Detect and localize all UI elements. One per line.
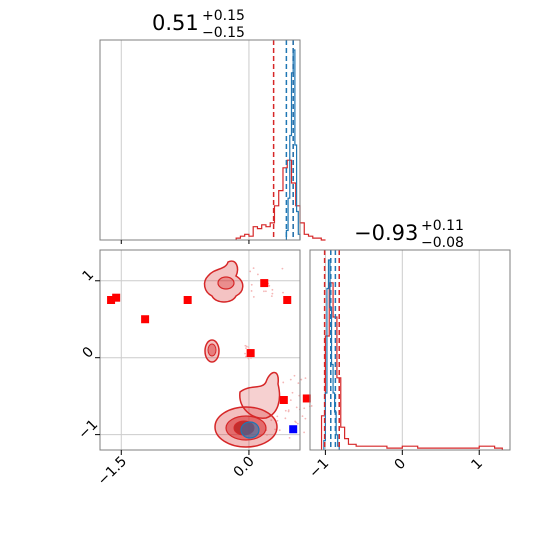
bl-sample-dot — [278, 429, 281, 432]
bl-sample-dot — [289, 378, 292, 381]
br-x-tick-label: 0 — [392, 456, 410, 474]
bl-sample-dot — [310, 405, 313, 407]
bl-sample-dot — [284, 409, 287, 412]
bl-y-tick-label: 0 — [80, 344, 98, 362]
bl-sample-dot — [244, 352, 246, 355]
bl-contour-upper — [203, 260, 244, 303]
bl-sample-dot — [282, 381, 285, 384]
bl-sample-dot — [288, 437, 291, 439]
bl-sample-dot — [287, 410, 290, 413]
bl-sample-dot — [304, 377, 307, 379]
bl-sample-dot — [245, 347, 247, 350]
bl-sample-dot — [293, 374, 296, 377]
bl-contour-upper-inner — [217, 276, 235, 290]
bl-sample-dot — [247, 357, 250, 360]
br-blue-histogram — [323, 259, 340, 450]
bl-red-square-marker — [112, 293, 121, 302]
bl-sample-dot — [250, 283, 253, 286]
bl-sample-dot — [297, 382, 300, 385]
bl-sample-dot — [250, 290, 253, 292]
top-left-title: 0.51 +0.15 −0.15 — [152, 8, 245, 41]
bl-sample-dot — [252, 267, 255, 270]
br-x-tick-label: 1 — [468, 456, 486, 474]
bottom-left-2d-panel: −1.5 0.0 −1 0 1 — [75, 249, 313, 489]
title-left-main: 0.51 — [152, 11, 199, 35]
bl-sample-dot — [295, 421, 297, 424]
tl-red-histogram — [235, 159, 326, 241]
bl-sample-dot — [291, 391, 294, 394]
br-x-tick-label: −1 — [306, 456, 332, 482]
bl-frame — [99, 249, 301, 451]
bl-sample-dot — [247, 346, 250, 349]
bl-sample-dot — [276, 419, 279, 422]
bl-sample-dot — [295, 406, 298, 409]
bl-sample-dot — [289, 399, 292, 402]
bl-sample-dot — [301, 415, 304, 418]
bl-y-tick-label: 1 — [80, 267, 98, 285]
bl-sample-dot — [284, 417, 287, 420]
bl-sample-dot — [245, 345, 248, 348]
bl-sample-dot — [276, 415, 279, 418]
title-left-sub: −0.15 — [202, 25, 245, 41]
bl-sample-dot — [303, 407, 306, 410]
bl-sample-dot — [296, 422, 299, 425]
bl-sample-dot — [271, 292, 274, 295]
title-right-sup: +0.11 — [421, 218, 464, 234]
bl-sample-dot — [304, 417, 307, 420]
bl-sample-dot — [249, 270, 252, 273]
bl-sample-dot — [287, 409, 290, 411]
title-left-sup: +0.15 — [202, 8, 245, 24]
bl-sample-dot — [270, 295, 273, 298]
bl-sample-dot — [274, 428, 277, 431]
bl-sample-dot — [250, 357, 252, 359]
bottom-right-histogram-panel: −1 0 1 — [306, 249, 511, 482]
bl-sample-dot — [281, 267, 284, 270]
tl-frame — [99, 39, 301, 241]
bl-sample-dot — [256, 273, 259, 276]
bl-sample-dot — [282, 291, 284, 294]
bl-sample-dot — [265, 290, 267, 293]
tl-blue-histogram — [285, 49, 301, 240]
br-frame — [309, 249, 511, 451]
bl-y-tick-label: −1 — [75, 417, 101, 443]
br-red-histogram — [320, 282, 503, 450]
bl-sample-dot — [266, 433, 268, 436]
bl-sample-dot — [270, 419, 273, 422]
bl-sample-dot — [303, 431, 305, 434]
top-left-histogram-panel — [99, 39, 326, 244]
bl-red-square-marker — [141, 315, 150, 324]
bl-red-square-marker — [283, 296, 292, 304]
bl-sample-dot — [271, 288, 274, 291]
bl-contour-blue — [240, 421, 260, 439]
bl-red-square-marker — [246, 349, 255, 358]
bl-red-square-marker — [302, 394, 311, 403]
bl-red-square-marker — [183, 296, 192, 304]
bl-red-square-marker — [107, 296, 116, 304]
bl-x-tick-label: 0.0 — [231, 454, 258, 481]
bl-sample-dot — [268, 284, 271, 287]
bl-contour-middle-inner — [207, 343, 217, 357]
title-right-sub: −0.08 — [421, 235, 464, 251]
bl-contour-middle — [204, 339, 220, 363]
bl-blue-square-marker — [289, 425, 298, 434]
bl-sample-dot — [300, 378, 303, 381]
bl-sample-dot — [252, 296, 255, 298]
bl-red-square-marker — [279, 396, 288, 404]
bl-red-square-marker — [260, 279, 269, 288]
bottom-right-title: −0.93 +0.11 −0.08 — [354, 218, 464, 251]
title-right-main: −0.93 — [354, 221, 418, 245]
bl-x-tick-label: −1.5 — [95, 454, 130, 489]
bl-sample-dot — [263, 290, 265, 293]
bl-sample-dot — [244, 344, 247, 347]
